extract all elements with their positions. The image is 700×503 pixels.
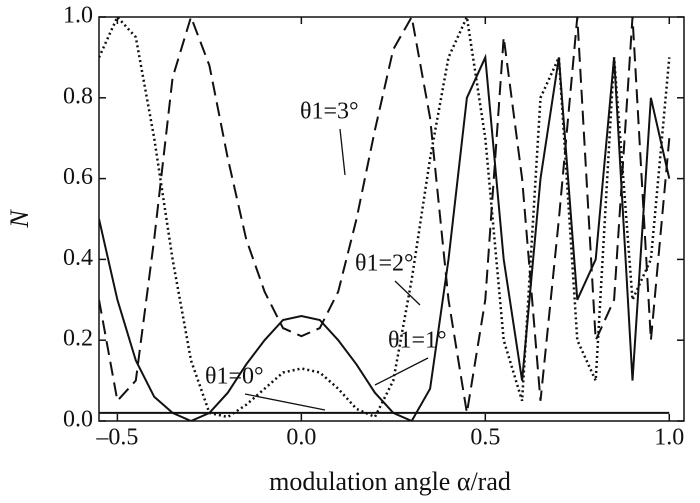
series-annotation: θ1=3° (300, 99, 359, 125)
series-annotation: θ1=0° (205, 364, 264, 390)
plot-frame (98, 16, 685, 422)
series-annotation: θ1=1° (388, 328, 447, 354)
x-axis-label: modulation angle α/rad (269, 467, 511, 496)
y-tick-label: 0.2 (63, 326, 93, 352)
x-tick-label: 0.5 (470, 425, 500, 451)
x-tick-label: –0.5 (95, 425, 138, 451)
y-axis-label: N (5, 209, 34, 229)
x-tick-label: 1.0 (654, 425, 684, 451)
y-tick-label: 0.4 (63, 245, 93, 271)
series-line (99, 53, 671, 421)
annotation-arrow (339, 128, 346, 176)
series-line (99, 15, 671, 414)
annotation-arrow (244, 393, 326, 411)
x-tick-label: 0.0 (286, 425, 316, 451)
y-tick-label: 0.8 (63, 83, 93, 109)
series-annotation: θ1=2° (355, 251, 414, 277)
y-tick-label: 0.6 (63, 164, 93, 190)
annotation-arrow (374, 357, 429, 386)
annotation-arrow (394, 280, 421, 306)
y-tick-label: 1.0 (63, 3, 93, 29)
series-line (99, 15, 671, 419)
y-tick-label: 0.0 (63, 407, 93, 433)
